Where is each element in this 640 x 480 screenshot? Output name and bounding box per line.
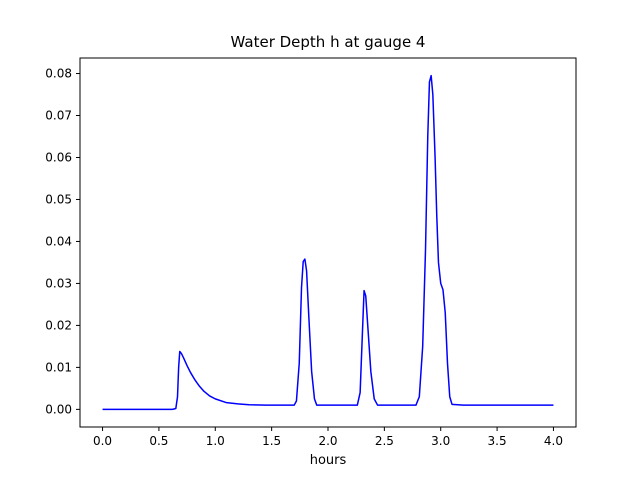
y-tick-label: 0.02 — [45, 318, 72, 332]
x-tick-label: 2.0 — [318, 434, 337, 448]
x-tick-label: 1.5 — [262, 434, 281, 448]
y-tick-label: 0.04 — [45, 234, 72, 248]
x-tick-label: 3.5 — [488, 434, 507, 448]
x-tick-label: 1.0 — [206, 434, 225, 448]
x-tick-label: 3.0 — [431, 434, 450, 448]
y-tick-label: 0.00 — [45, 402, 72, 416]
y-tick-label: 0.06 — [45, 150, 72, 164]
x-axis-label: hours — [310, 453, 347, 468]
y-tick-label: 0.03 — [45, 276, 72, 290]
x-tick-label: 2.5 — [375, 434, 394, 448]
axes-frame — [79, 57, 577, 428]
x-axis-ticks: 0.0 0.5 1.0 1.5 2.0 2.5 3.0 3.5 4.0 — [93, 427, 563, 448]
y-tick-label: 0.07 — [45, 109, 72, 123]
y-tick-label: 0.05 — [45, 192, 72, 206]
x-tick-label: 4.0 — [544, 434, 563, 448]
y-axis-ticks: 0.00 0.01 0.02 0.03 0.04 0.05 0.06 0.07 0.08 — [45, 67, 80, 416]
y-tick-label: 0.01 — [45, 360, 72, 374]
y-tick-label: 0.08 — [45, 67, 72, 81]
x-tick-label: 0.5 — [149, 434, 168, 448]
x-tick-label: 0.0 — [93, 434, 112, 448]
data-line-series — [102, 74, 554, 411]
chart-title: Water Depth h at gauge 4 — [231, 33, 426, 51]
